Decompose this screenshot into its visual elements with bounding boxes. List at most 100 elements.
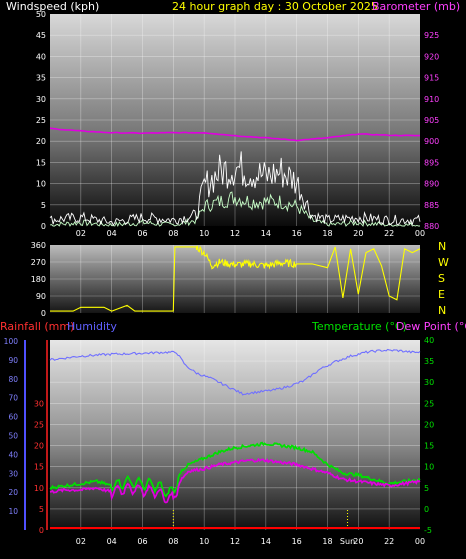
windspeed-line — [49, 151, 421, 227]
dir-compass-label: N — [438, 304, 446, 317]
temp-ytick: 25 — [424, 399, 434, 408]
wind-ytick: 15 — [36, 158, 46, 167]
humidity-ytick: 40 — [8, 450, 18, 459]
barometer-ytick: 925 — [424, 31, 439, 40]
temp-ytick: 35 — [424, 357, 434, 366]
humidity-ytick: 80 — [8, 375, 18, 384]
rain-ytick: 5 — [39, 505, 44, 514]
dir-ytick: 0 — [41, 309, 46, 318]
wind-xtick: 06 — [137, 229, 147, 238]
temp-ytick: -5 — [424, 526, 432, 535]
humidity-ytick: 50 — [8, 431, 18, 440]
barometer-ytick: 890 — [424, 180, 439, 189]
rain-ytick: 20 — [34, 442, 44, 451]
humidity-ytick: 100 — [4, 337, 19, 346]
wind-ytick: 10 — [36, 180, 46, 189]
wind-xtick: 16 — [292, 229, 302, 238]
rain-ytick: 25 — [34, 420, 44, 429]
temp-ytick: 30 — [424, 378, 434, 387]
barometer-ytick: 895 — [424, 158, 439, 167]
rainfall-label: Rainfall (mm) — [0, 320, 74, 333]
humidity-ytick: 20 — [8, 488, 18, 497]
temp-xtick: Sun — [340, 537, 355, 546]
temp-xtick: 20 — [353, 537, 363, 546]
wind-xtick: 20 — [353, 229, 363, 238]
temp-xtick: 00 — [415, 537, 425, 546]
header-barometer-label: Barometer (mb) — [372, 0, 460, 13]
wind-xtick: 04 — [107, 229, 117, 238]
wind-xtick: 22 — [384, 229, 394, 238]
rain-ytick: 0 — [39, 526, 44, 535]
wind-xtick: 12 — [230, 229, 240, 238]
humidity-ytick: 30 — [8, 469, 18, 478]
temp-ytick: 20 — [424, 420, 434, 429]
wind-ytick: 25 — [36, 116, 46, 125]
wind-ytick: 45 — [36, 31, 46, 40]
humidity-label: Humidity — [67, 320, 117, 333]
temp-xtick: 06 — [137, 537, 147, 546]
barometer-line — [49, 127, 420, 142]
barometer-ytick: 920 — [424, 52, 439, 61]
wind-ytick: 30 — [36, 95, 46, 104]
wind-xtick: 10 — [199, 229, 209, 238]
humidity-ytick: 70 — [8, 394, 18, 403]
temp-xtick: 12 — [230, 537, 240, 546]
header-title: 24 hour graph day : 30 October 2025 — [172, 0, 378, 13]
wind-ytick: 35 — [36, 74, 46, 83]
wind-ytick: 0 — [41, 222, 46, 231]
wind-xtick: 18 — [322, 229, 332, 238]
wind-panel-bg — [50, 14, 420, 226]
wind-direction-line — [50, 245, 421, 312]
humidity-ytick: 60 — [8, 413, 18, 422]
rain-ytick: 15 — [34, 463, 44, 472]
temperature-line — [49, 441, 421, 498]
temp-xtick: 18 — [322, 537, 332, 546]
wind-ytick: 20 — [36, 137, 46, 146]
humidity-ytick: 90 — [8, 356, 18, 365]
wind-xtick: 08 — [168, 229, 178, 238]
temp-xtick: 10 — [199, 537, 209, 546]
temp-ytick: 0 — [424, 505, 429, 514]
rain-ytick: 10 — [34, 484, 44, 493]
barometer-ytick: 880 — [424, 222, 439, 231]
temp-ytick: 10 — [424, 463, 434, 472]
dir-ytick: 270 — [31, 258, 46, 267]
temp-xtick: 22 — [384, 537, 394, 546]
dir-ytick: 360 — [31, 241, 46, 250]
barometer-ytick: 900 — [424, 137, 439, 146]
temp-ytick: 15 — [424, 442, 434, 451]
temp-xtick: 16 — [292, 537, 302, 546]
humidity-line — [49, 348, 421, 396]
barometer-ytick: 915 — [424, 74, 439, 83]
direction-panel-bg — [50, 245, 420, 313]
barometer-ytick: 910 — [424, 95, 439, 104]
wind-ytick: 5 — [41, 201, 46, 210]
gust-line — [49, 191, 420, 228]
header-windspeed-label: Windspeed (kph) — [6, 0, 99, 13]
temp-xtick: 08 — [168, 537, 178, 546]
dir-compass-label: S — [438, 272, 445, 285]
wind-xtick: 00 — [415, 229, 425, 238]
wind-xtick: 02 — [76, 229, 86, 238]
humidity-ytick: 10 — [8, 507, 18, 516]
barometer-ytick: 885 — [424, 201, 439, 210]
wind-ytick: 40 — [36, 52, 46, 61]
barometer-ytick: 905 — [424, 116, 439, 125]
wind-xtick: 14 — [261, 229, 271, 238]
dewpoint-line — [49, 457, 421, 504]
dir-ytick: 180 — [31, 275, 46, 284]
dir-ytick: 90 — [36, 292, 46, 301]
temp-xtick: 02 — [76, 537, 86, 546]
rain-ytick: 30 — [34, 399, 44, 408]
dir-compass-label: W — [438, 256, 449, 269]
temp-ytick: 40 — [424, 336, 434, 345]
dir-compass-label: N — [438, 240, 446, 253]
temp-xtick: 04 — [107, 537, 117, 546]
temp-xtick: 14 — [261, 537, 271, 546]
wind-ytick: 50 — [36, 10, 46, 19]
dir-compass-label: E — [438, 288, 445, 301]
temp-ytick: 5 — [424, 484, 429, 493]
temperature-label: Temperature (°C) — [311, 320, 407, 333]
